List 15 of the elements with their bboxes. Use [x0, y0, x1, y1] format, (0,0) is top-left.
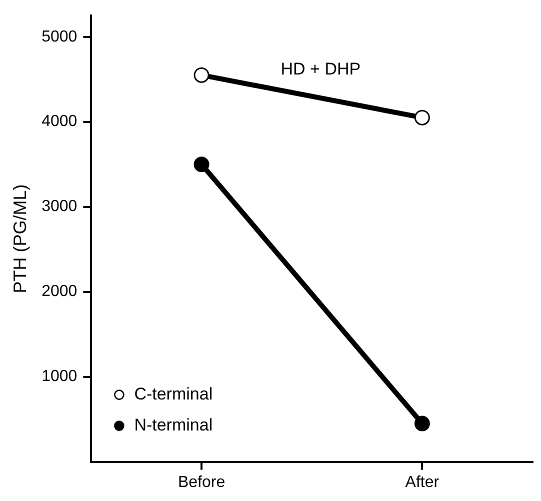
point — [414, 110, 430, 126]
point — [194, 156, 210, 172]
y-tick-label: 2000 — [42, 283, 78, 300]
y-tick-label: 1000 — [42, 368, 78, 386]
y-tick-label: 5000 — [42, 28, 78, 46]
legend-label: N-terminal — [134, 415, 213, 434]
legend-label: C-terminal — [134, 384, 213, 404]
y-tick-label: 4000 — [42, 113, 78, 130]
annotation: HD + DHP — [280, 59, 361, 78]
y-axis-title: PTH (PG/ML) — [10, 184, 30, 294]
point — [414, 416, 430, 432]
point — [194, 67, 210, 83]
y-tick-label: 3000 — [42, 198, 78, 216]
x-tick-label: Before — [178, 474, 226, 491]
x-tick-label: After — [405, 474, 440, 491]
